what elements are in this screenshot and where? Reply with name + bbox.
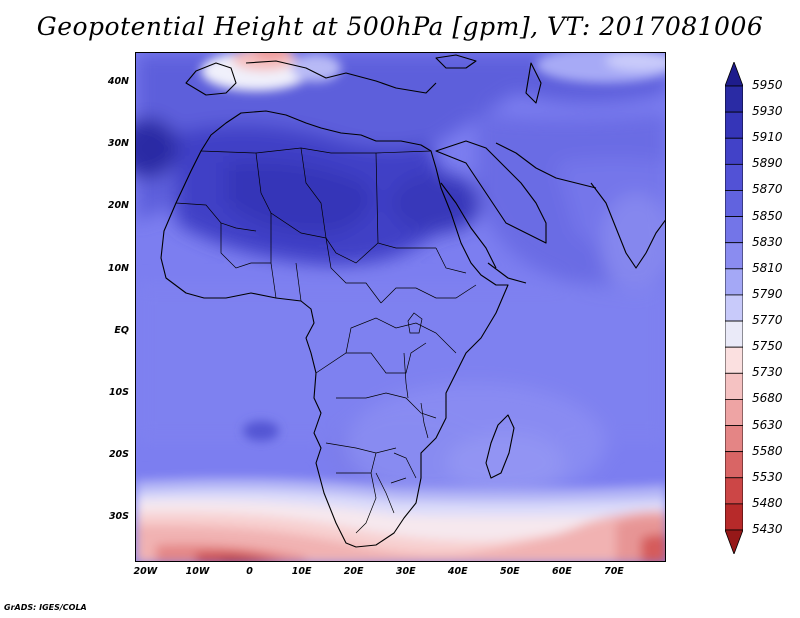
colorbar-label: 5530 bbox=[752, 469, 783, 484]
colorbar-segment bbox=[725, 216, 743, 244]
colorbar-label: 5680 bbox=[752, 391, 783, 406]
colorbar-segment bbox=[725, 399, 743, 426]
colorbar-label: 5810 bbox=[752, 260, 783, 275]
colorbar-label: 5630 bbox=[752, 417, 783, 432]
longitude-tick-label: 70E bbox=[604, 566, 624, 577]
colorbar-label: 5930 bbox=[752, 104, 783, 119]
grads-credit: GrADS: IGES/COLA bbox=[4, 603, 87, 612]
latitude-tick-label: 10S bbox=[108, 387, 129, 399]
colorbar-label: 5730 bbox=[752, 365, 783, 380]
colorbar bbox=[725, 62, 743, 554]
longitude-tick-label: 10E bbox=[291, 566, 312, 577]
colorbar-segment bbox=[725, 85, 743, 113]
colorbar-label: 5480 bbox=[752, 495, 783, 510]
colorbar-label: 5750 bbox=[752, 339, 783, 354]
colorbar-segment bbox=[725, 346, 743, 374]
colorbar-top-arrow bbox=[725, 62, 743, 87]
colorbar-segment bbox=[725, 111, 743, 139]
colorbar-segment bbox=[725, 477, 743, 505]
colorbar-segment bbox=[725, 294, 743, 322]
colorbar-label: 5580 bbox=[752, 443, 783, 458]
map-title: Geopotential Height at 500hPa [gpm], VT:… bbox=[36, 12, 764, 41]
geopotential-height-field bbox=[136, 53, 665, 561]
colorbar-segment bbox=[725, 137, 743, 165]
latitude-tick-label: 30N bbox=[107, 138, 129, 150]
colorbar-label: 5910 bbox=[752, 130, 783, 145]
longitude-tick-label: 0 bbox=[246, 566, 253, 577]
colorbar-segment bbox=[725, 451, 743, 479]
colorbar-segment bbox=[725, 372, 743, 400]
longitude-tick-label: 20W bbox=[133, 566, 158, 577]
longitude-tick-label: 10W bbox=[185, 566, 210, 577]
longitude-tick-label: 20E bbox=[343, 566, 364, 577]
colorbar-segment bbox=[725, 190, 743, 217]
longitude-tick-label: 30E bbox=[395, 566, 416, 577]
colorbar-label: 5950 bbox=[752, 78, 783, 92]
colorbar-label: 5850 bbox=[752, 208, 783, 223]
colorbar-label: 5890 bbox=[752, 156, 783, 171]
colorbar-segment bbox=[725, 320, 743, 348]
longitude-tick-label: 60E bbox=[552, 566, 572, 577]
colorbar-segment bbox=[725, 242, 743, 270]
colorbar-segment bbox=[725, 163, 743, 191]
colorbar-label: 5870 bbox=[752, 182, 783, 197]
latitude-tick-label: 10N bbox=[107, 262, 129, 274]
colorbar-segment bbox=[725, 268, 743, 296]
colorbar-label: 5790 bbox=[752, 286, 783, 301]
colorbar-segment bbox=[725, 425, 743, 453]
colorbar-label: 5770 bbox=[752, 313, 783, 328]
latitude-tick-label: 30S bbox=[108, 511, 129, 523]
map-plot-area bbox=[135, 52, 666, 562]
longitude-tick-label: 50E bbox=[499, 566, 520, 577]
latitude-tick-label: 40N bbox=[107, 76, 129, 88]
colorbar-label: 5830 bbox=[752, 234, 783, 249]
colorbar-bottom-arrow bbox=[725, 529, 743, 554]
colorbar-label: 5430 bbox=[752, 522, 783, 536]
latitude-tick-label: 20N bbox=[107, 200, 129, 212]
colorbar-segment bbox=[725, 503, 743, 531]
latitude-tick-label: EQ bbox=[114, 324, 129, 336]
latitude-tick-label: 20S bbox=[108, 449, 129, 461]
longitude-tick-label: 40E bbox=[447, 566, 468, 577]
